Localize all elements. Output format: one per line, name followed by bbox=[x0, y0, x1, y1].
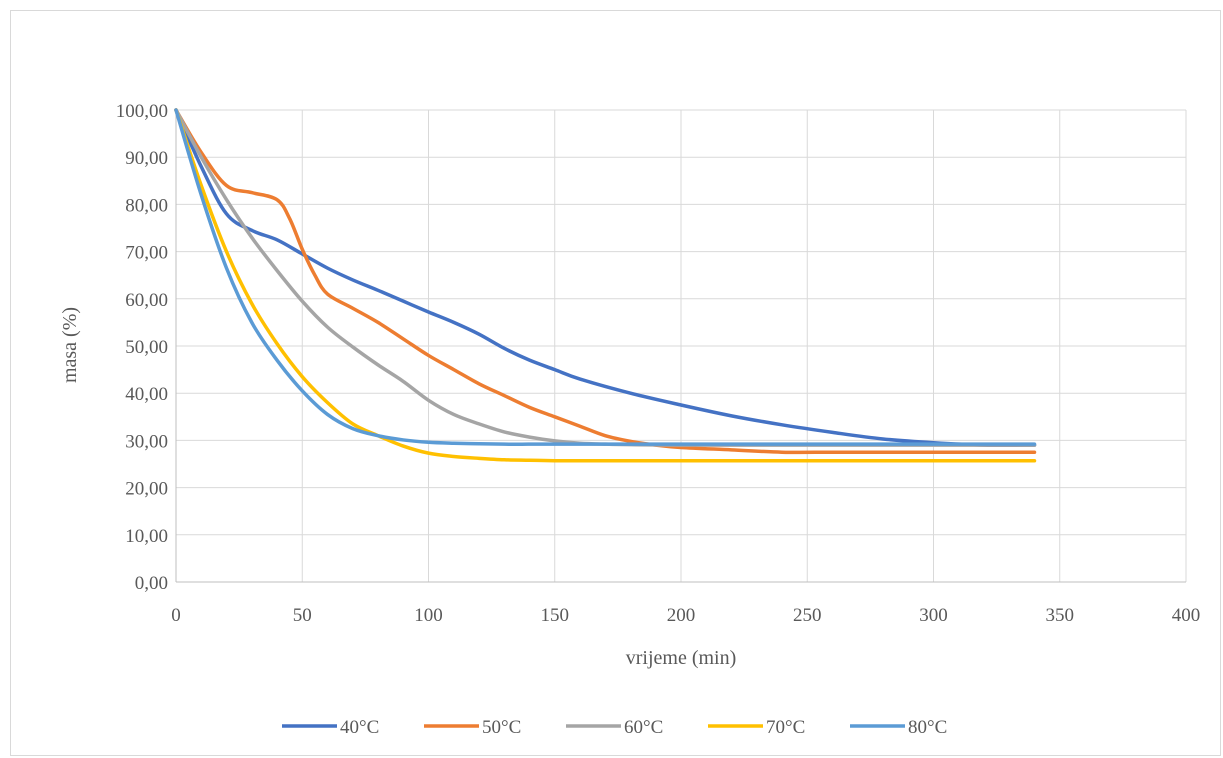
x-tick-label: 150 bbox=[541, 605, 570, 626]
y-tick-label: 50,00 bbox=[125, 337, 168, 358]
series-line-1 bbox=[174, 108, 1037, 448]
y-tick-label: 20,00 bbox=[125, 479, 168, 500]
legend-label: 60°C bbox=[624, 717, 663, 738]
y-tick-label: 30,00 bbox=[125, 431, 168, 452]
y-tick-label: 100,00 bbox=[116, 101, 168, 122]
series-line-2 bbox=[174, 108, 1037, 455]
y-tick-label: 90,00 bbox=[125, 148, 168, 169]
series-line-5 bbox=[174, 108, 1037, 446]
legend-label: 80°C bbox=[908, 717, 947, 738]
x-tick-label: 350 bbox=[1046, 605, 1075, 626]
axes bbox=[175, 110, 1186, 583]
legend-label: 70°C bbox=[766, 717, 805, 738]
grid-lines bbox=[176, 109, 1187, 582]
x-tick-label: 400 bbox=[1172, 605, 1201, 626]
x-tick-label: 250 bbox=[793, 605, 822, 626]
y-tick-label: 70,00 bbox=[125, 243, 168, 264]
x-tick-labels: 0 50 100 150 200 250 300 350 400 bbox=[171, 605, 1200, 626]
x-tick-label: 0 bbox=[171, 605, 181, 626]
series-line-4 bbox=[174, 108, 1037, 463]
y-tick-label: 80,00 bbox=[125, 195, 168, 216]
y-tick-labels: 0,00 10,00 20,00 30,00 40,00 50,00 60,00 70,00 8… bbox=[116, 101, 168, 594]
x-axis-label: vrijeme (min) bbox=[626, 647, 737, 669]
x-tick-label: 50 bbox=[293, 605, 312, 626]
y-tick-label: 60,00 bbox=[125, 290, 168, 311]
legend-label: 40°C bbox=[340, 717, 379, 738]
y-tick-label: 40,00 bbox=[125, 384, 168, 405]
y-tick-label: 0,00 bbox=[135, 573, 168, 594]
x-tick-label: 300 bbox=[919, 605, 948, 626]
y-axis-label: masa (%) bbox=[59, 307, 81, 383]
legend-label: 50°C bbox=[482, 717, 521, 738]
y-tick-label: 10,00 bbox=[125, 526, 168, 547]
chart-frame bbox=[10, 10, 1221, 756]
x-tick-label: 100 bbox=[414, 605, 443, 626]
x-tick-label: 200 bbox=[667, 605, 696, 626]
series-lines bbox=[174, 108, 1037, 463]
legend: 40°C 50°C 60°C 70°C 80°C bbox=[282, 717, 947, 738]
